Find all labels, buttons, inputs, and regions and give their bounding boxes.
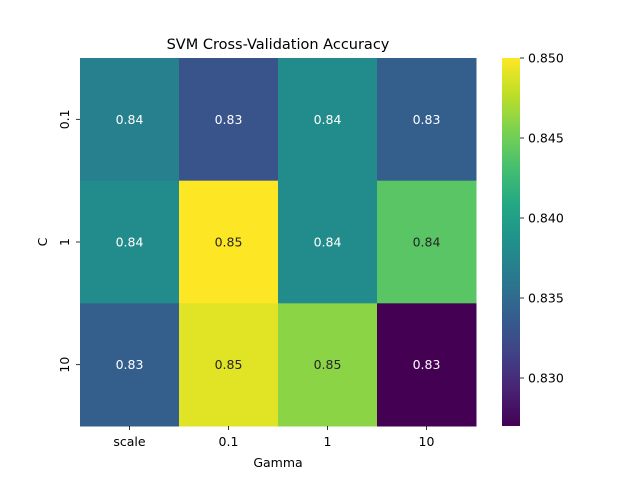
x-tick-label: 1 [324, 434, 332, 449]
y-tick-label: 1 [57, 238, 72, 246]
cell-value-label: 0.85 [314, 357, 342, 372]
cell-value-label: 0.85 [215, 235, 243, 250]
x-tick-label: 0.1 [219, 434, 239, 449]
y-axis-ticks: 0.1 1 10 [57, 109, 80, 373]
cell-value-label: 0.84 [116, 235, 144, 250]
heatmap-cell [80, 303, 180, 427]
colorbar-tick-label: 0.840 [528, 211, 564, 226]
y-axis-label: C [35, 237, 50, 246]
heatmap-cells: 0.84 0.83 0.84 0.83 0.84 0.85 0.84 0.84 0.83 0.85… [80, 58, 477, 427]
heatmap-cell [80, 58, 180, 182]
x-tick-label: scale [113, 434, 146, 449]
cell-value-label: 0.83 [116, 357, 144, 372]
heatmap-cell [278, 58, 378, 182]
heatmap-cell [179, 58, 279, 182]
cell-value-label: 0.83 [215, 112, 243, 127]
chart-title: SVM Cross-Validation Accuracy [167, 37, 390, 53]
colorbar-tick-label: 0.835 [528, 291, 564, 306]
heatmap-cell [278, 180, 378, 304]
cell-value-label: 0.84 [314, 235, 342, 250]
colorbar [502, 58, 520, 426]
heatmap-cell [377, 58, 477, 182]
cell-value-label: 0.83 [413, 357, 441, 372]
heatmap-cell [377, 303, 477, 427]
y-tick-label: 0.1 [57, 109, 72, 129]
cell-value-label: 0.83 [413, 112, 441, 127]
colorbar-tick-label: 0.850 [528, 51, 564, 66]
cell-value-label: 0.85 [215, 357, 243, 372]
x-tick-label: 10 [419, 434, 435, 449]
heatmap-cell [377, 180, 477, 304]
heatmap-cell [179, 303, 279, 427]
x-axis-ticks: scale 0.1 1 10 [113, 426, 434, 449]
heatmap-cell [80, 180, 180, 304]
heatmap-cell [278, 303, 378, 427]
cell-value-label: 0.84 [314, 112, 342, 127]
heatmap-cell [179, 180, 279, 304]
cell-value-label: 0.84 [413, 235, 441, 250]
cell-value-label: 0.84 [116, 112, 144, 127]
x-axis-label: Gamma [253, 455, 302, 470]
colorbar-tick-label: 0.845 [528, 131, 564, 146]
y-tick-label: 10 [57, 357, 72, 373]
colorbar-ticks: 0.830 0.835 0.840 0.845 0.850 [520, 51, 564, 386]
colorbar-tick-label: 0.830 [528, 371, 564, 386]
